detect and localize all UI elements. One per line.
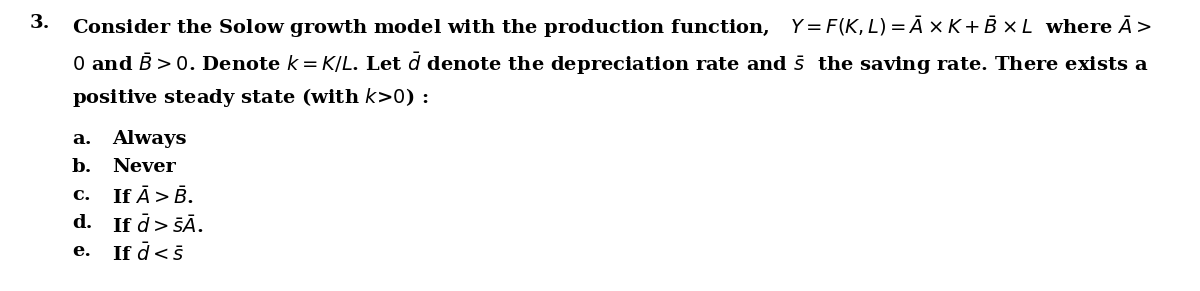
Text: $0$ and $\bar{B} > 0$. Denote $k = K/L$. Let $\bar{d}$ denote the depreciation r: $0$ and $\bar{B} > 0$. Denote $k = K/L$.…: [72, 50, 1148, 77]
Text: e.: e.: [72, 242, 91, 260]
Text: a.: a.: [72, 130, 91, 148]
Text: 3.: 3.: [30, 14, 50, 32]
Text: b.: b.: [72, 158, 92, 176]
Text: c.: c.: [72, 186, 91, 204]
Text: Never: Never: [112, 158, 176, 176]
Text: d.: d.: [72, 214, 92, 232]
Text: If $\bar{A} > \bar{B}$.: If $\bar{A} > \bar{B}$.: [112, 186, 194, 208]
Text: Always: Always: [112, 130, 186, 148]
Text: If $\bar{d} < \bar{s}$: If $\bar{d} < \bar{s}$: [112, 242, 185, 265]
Text: Consider the Solow growth model with the production function,   $Y = F(K, L) = \: Consider the Solow growth model with the…: [72, 14, 1152, 40]
Text: positive steady state (with $k$>$0$) :: positive steady state (with $k$>$0$) :: [72, 86, 428, 109]
Text: If $\bar{d} > \bar{s}\bar{A}$.: If $\bar{d} > \bar{s}\bar{A}$.: [112, 214, 203, 237]
